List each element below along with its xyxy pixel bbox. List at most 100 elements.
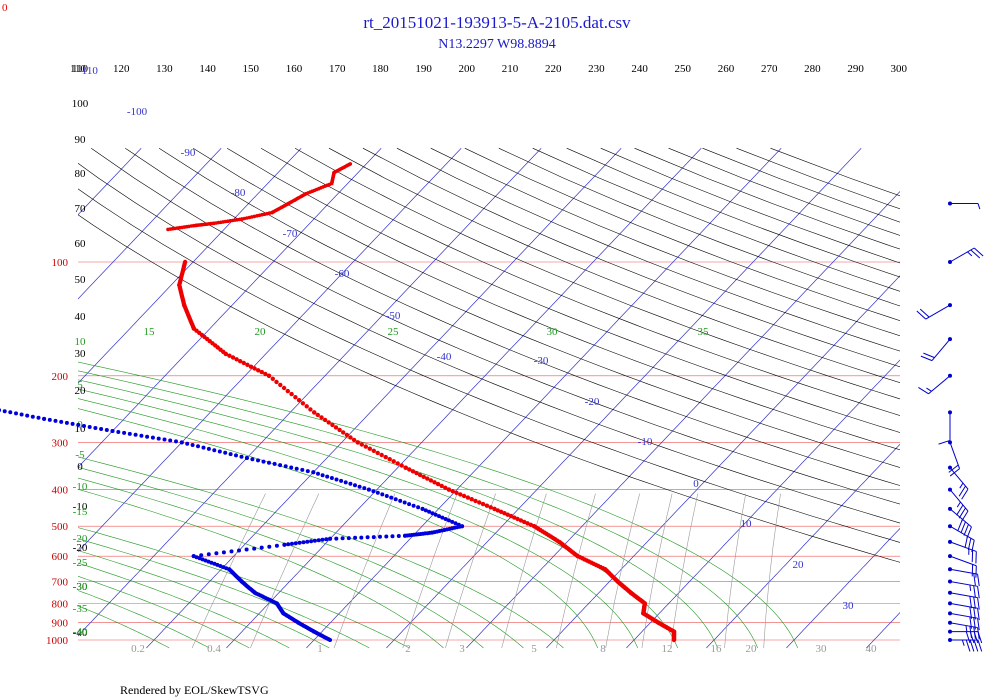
wind-barb-feather: [973, 247, 984, 257]
dewpoint-profile-point: [19, 412, 24, 417]
isotherm-label: -70: [283, 228, 298, 240]
wind-barb: [948, 487, 969, 522]
dewpoint-profile-point: [380, 492, 385, 497]
isotherm-line: [78, 147, 542, 637]
top-theta-label: 150: [243, 63, 260, 75]
temperature-profile-point: [432, 480, 437, 485]
mixing-ratio-line: [445, 493, 496, 649]
top-theta-label: 290: [847, 63, 864, 75]
rendered-by-footer: Rendered by EOL/SkewTSVG: [120, 683, 269, 697]
temperature-profile-point: [300, 401, 306, 406]
wind-barb-feather: [973, 631, 979, 644]
wind-barb: [948, 506, 972, 539]
moist-adiabat-label: -10: [73, 481, 88, 493]
dewpoint-profile-point: [328, 536, 333, 541]
dewpoint-profile-point: [122, 430, 127, 435]
temperature-profile-point: [341, 430, 346, 435]
dewpoint-profile-point: [93, 426, 98, 430]
wind-barb: [948, 629, 983, 644]
temperature-profile-point: [256, 368, 261, 373]
temperature-profile-point: [241, 360, 246, 366]
dewpoint-profile-point: [353, 483, 357, 488]
mixing-ratio-line: [250, 493, 320, 649]
wind-barb-feather: [957, 519, 963, 531]
wind-barb: [948, 524, 975, 553]
moist-adiabat-line: [78, 538, 370, 649]
isotherm-line: [306, 147, 782, 649]
dewpoint-profile-point: [407, 502, 412, 507]
dewpoint-profile-point: [244, 547, 249, 552]
temperature-profile-point: [259, 369, 264, 375]
wind-barb-shaft: [949, 580, 978, 587]
moist-adiabat-line: [78, 550, 330, 649]
wind-barb-feather: [919, 308, 930, 318]
dewpoint-profile-point: [340, 536, 345, 541]
temperature-profile-point: [238, 359, 243, 364]
temperature-profile-point: [367, 446, 372, 451]
wind-barb-feather: [977, 631, 983, 644]
temperature-profile-point: [515, 516, 520, 522]
temperature-profile-point: [333, 425, 339, 430]
dewpoint-profile-point: [396, 534, 401, 538]
dewpoint-profile-point: [0, 408, 2, 412]
dewpoint-profile-point: [389, 495, 394, 500]
temperature-profile-point: [387, 457, 392, 462]
temperature-strato-point: [166, 227, 170, 232]
dewpoint-profile-point: [278, 463, 283, 468]
temperature-profile-point: [425, 476, 430, 481]
dry-adiabat-line: [464, 147, 900, 321]
isotherm-line: [78, 147, 382, 468]
isotherm-line: [146, 147, 622, 649]
dewpoint-profile: [0, 408, 465, 642]
temperature-profile-point: [312, 410, 317, 415]
temperature-profile-point: [443, 485, 448, 490]
mixing-ratio-label: 2: [405, 643, 411, 655]
dewpoint-profile-point: [228, 452, 233, 457]
wind-barb: [948, 440, 961, 477]
dewpoint-profile-point: [201, 445, 206, 450]
dry-adiabat-line: [260, 147, 900, 416]
temperature-profile-point: [348, 435, 353, 440]
temperature-profile-point: [488, 505, 493, 510]
isotherm-line: [226, 147, 702, 649]
temperature-profile-point: [473, 498, 478, 504]
wind-barb-shaft: [949, 555, 977, 567]
chart-title: rt_20151021-193913-5-A-2105.dat.csv: [363, 13, 631, 32]
dewpoint-profile-point: [334, 536, 339, 541]
mixing-ratio-label: 12: [662, 643, 673, 655]
dewpoint-profile-point: [384, 534, 389, 539]
isobar-label: 1000: [46, 635, 69, 647]
theta-e-label: 25: [388, 326, 400, 338]
moist-adiabat-label: -15: [73, 506, 88, 518]
mixing-ratio-label: 1: [317, 643, 323, 655]
dewpoint-profile-point: [30, 414, 35, 419]
dewpoint-profile-point: [446, 518, 451, 523]
temperature-profile-point: [383, 454, 388, 460]
temperature-profile-point: [403, 465, 408, 470]
temperature-profile-point: [505, 512, 510, 517]
dewpoint-profile-point: [325, 474, 330, 479]
dewpoint-profile-point: [237, 548, 241, 553]
dewpoint-profile-point: [329, 476, 334, 480]
mixing-ratio-line: [333, 493, 396, 649]
dewpoint-profile-point: [199, 553, 204, 558]
temperature-profile-point: [363, 444, 368, 449]
dewpoint-profile-point: [320, 473, 325, 478]
wind-barb-feather: [973, 573, 976, 586]
theta-e-label: 20: [255, 326, 267, 338]
dewpoint-profile-point: [252, 546, 257, 551]
top-theta-label: 250: [675, 63, 692, 75]
dry-adiabat-line: [78, 214, 900, 563]
temperature-profile-point: [227, 353, 232, 358]
corner-label: 0: [2, 2, 8, 14]
moist-adiabat-label: -5: [75, 449, 85, 461]
temperature-profile-point: [450, 489, 455, 494]
wind-barb-feather: [977, 597, 980, 610]
dewpoint-profile-point: [437, 514, 441, 519]
temperature-profile-point: [410, 469, 416, 474]
wind-barb-feather: [923, 352, 935, 359]
dewpoint-profile-point: [312, 538, 317, 543]
isotherm-line: [78, 147, 142, 216]
top-theta-label: 210: [502, 63, 519, 75]
temperature-profile-point: [518, 518, 524, 523]
